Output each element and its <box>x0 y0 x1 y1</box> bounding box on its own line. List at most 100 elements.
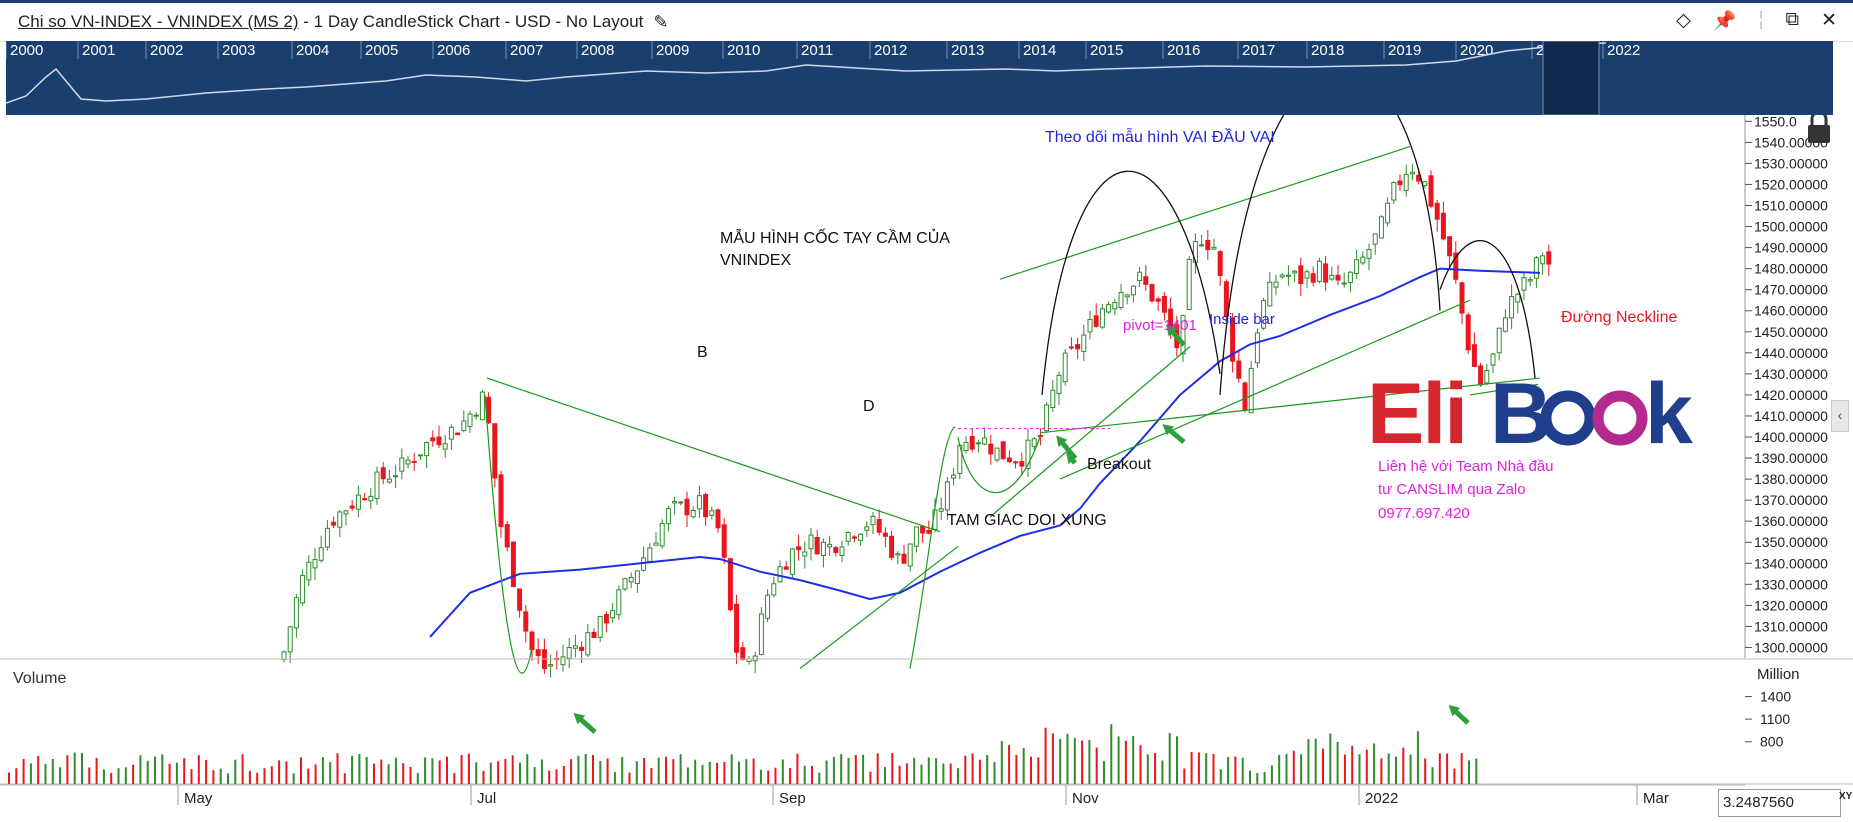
candle-body <box>374 471 380 500</box>
pencil-icon[interactable]: ✎ <box>653 11 669 32</box>
volume-bar <box>292 773 295 784</box>
left-shoulder-arc <box>1041 170 1221 395</box>
candle <box>1279 272 1285 280</box>
volume-bar <box>1051 733 1054 784</box>
candle <box>1230 312 1236 373</box>
candle-body <box>1515 293 1521 303</box>
navigator-history-line <box>6 42 1607 104</box>
volume-bar <box>1132 735 1135 784</box>
candle-body <box>1533 257 1539 279</box>
price-axis-label: 1550.0 <box>1754 115 1797 129</box>
volume-bar <box>124 767 127 784</box>
candle <box>548 654 554 678</box>
contact-line-2: tư CANSLIM qua Zalo <box>1378 481 1526 498</box>
candle-body <box>560 656 566 666</box>
candle <box>1397 174 1403 191</box>
price-axis-label: 1460.00000 <box>1754 303 1828 319</box>
candle <box>1013 460 1019 469</box>
volume-bar <box>942 763 945 784</box>
candle <box>1261 297 1267 331</box>
window-icon[interactable]: ⧉ <box>1785 9 1800 30</box>
volume-bar <box>1000 741 1003 784</box>
candle-body <box>684 498 690 516</box>
price-axis-label: 1530.00000 <box>1754 155 1828 171</box>
candle-body <box>796 546 802 551</box>
candle <box>845 531 851 546</box>
volume-bar <box>139 755 142 784</box>
xy-badge[interactable]: XY <box>1839 791 1853 802</box>
volume-bar <box>446 756 448 784</box>
pin-icon[interactable]: 📌 <box>1712 11 1737 32</box>
candle <box>858 533 864 546</box>
volume-bar <box>66 755 69 784</box>
price-axis-label: 1430.00000 <box>1754 366 1828 382</box>
candle-body <box>1000 441 1006 460</box>
candle <box>1453 241 1459 284</box>
candle <box>721 518 727 564</box>
volume-bar <box>701 765 704 784</box>
volume-bar <box>15 768 18 784</box>
candle-body <box>808 534 814 550</box>
volume-bar <box>993 762 996 784</box>
trend-line <box>799 545 959 669</box>
volume-bar <box>1008 744 1011 784</box>
candle <box>510 541 516 588</box>
candle-body <box>1267 281 1273 307</box>
candle <box>1292 269 1298 283</box>
candle <box>920 525 926 543</box>
candle <box>1285 265 1291 286</box>
price-chart[interactable]: 1300.00000 1310.00000 1320.00000 1330.00000… <box>0 115 1853 822</box>
candle-body <box>926 529 932 534</box>
candle-body <box>802 551 808 557</box>
navigator-year-label: 2009 <box>656 42 689 59</box>
candle-body <box>417 454 423 457</box>
chart-symbol-link[interactable]: Chi so VN-INDEX - VNINDEX (MS 2) <box>18 12 299 31</box>
volume-label: Volume <box>13 670 67 687</box>
close-icon[interactable]: ✕ <box>1821 10 1837 31</box>
collapse-panel-button[interactable]: ‹ <box>1831 400 1849 432</box>
candle-body <box>938 508 944 512</box>
volume-bar <box>650 768 653 784</box>
candle <box>399 448 405 480</box>
crosshair-value-box[interactable]: 3.2487560 <box>1718 789 1841 817</box>
top-accent-strip <box>0 0 1853 3</box>
volume-bar <box>1066 733 1069 784</box>
volume-bar <box>424 757 427 784</box>
candle-body <box>1093 315 1099 327</box>
candle-body <box>535 649 541 657</box>
candle <box>672 496 678 515</box>
candle-body <box>572 645 578 649</box>
chart-title[interactable]: Chi so VN-INDEX - VNINDEX (MS 2) - 1 Day… <box>18 12 643 32</box>
volume-bar <box>1263 771 1266 784</box>
timeline-navigator[interactable]: 2000 2001 2002 2003 2004 2005 2006 2007 2008 2009… <box>6 41 1833 115</box>
candle-body <box>1211 246 1217 250</box>
volume-bar <box>504 758 507 784</box>
elibook-logo-eli: Eli <box>1367 366 1466 462</box>
volume-bar <box>1190 751 1193 784</box>
volume-bar <box>1154 752 1157 784</box>
candle <box>1354 249 1360 279</box>
candle-body <box>1397 180 1403 186</box>
volume-bar <box>387 764 390 784</box>
annotation-cup-title: MẪU HÌNH CỐC TAY CẦM CỦA <box>720 227 950 247</box>
candle-body <box>1130 285 1136 296</box>
candle-body <box>1124 294 1130 298</box>
volume-bar <box>519 762 521 784</box>
volume-bar <box>533 766 536 784</box>
volume-bar <box>1453 768 1456 784</box>
separator-icon: ¦ <box>1758 9 1764 30</box>
diamond-icon[interactable]: ◇ <box>1676 10 1691 31</box>
volume-bar <box>1073 737 1076 784</box>
volume-bar <box>1103 761 1105 784</box>
trend-line <box>1039 377 1541 434</box>
volume-bar <box>256 772 259 784</box>
volume-bar <box>1176 736 1178 784</box>
candle-body <box>734 603 740 653</box>
candle-body <box>1484 370 1490 384</box>
candle <box>1223 279 1229 324</box>
volume-bar <box>891 753 894 784</box>
candle <box>1478 362 1484 387</box>
volume-bar <box>577 755 580 784</box>
volume-bar <box>935 758 938 784</box>
navigator-year-label: 2005 <box>365 42 398 59</box>
